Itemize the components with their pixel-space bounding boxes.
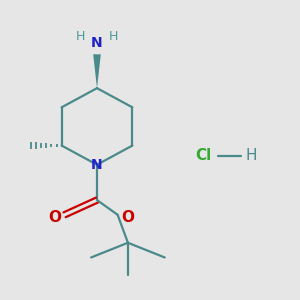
Text: H: H	[246, 148, 257, 164]
Text: N: N	[91, 36, 103, 50]
Text: Cl: Cl	[195, 148, 211, 164]
Text: O: O	[122, 210, 134, 225]
Text: O: O	[48, 210, 61, 225]
Polygon shape	[93, 54, 101, 88]
Text: N: N	[91, 158, 103, 172]
Text: H: H	[109, 30, 118, 43]
Text: H: H	[76, 30, 86, 43]
